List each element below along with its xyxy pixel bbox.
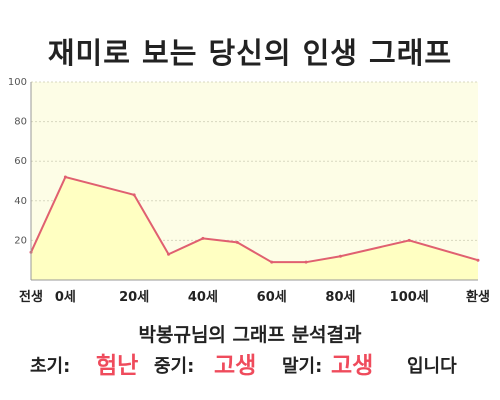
x-tick-labels: 전생 0세 20세 40세 60세 80세 100세 환생 bbox=[19, 289, 490, 305]
y-tick-label: 40 bbox=[14, 196, 27, 207]
summary-ending: 입니다 bbox=[407, 356, 457, 377]
early-label: 초기: bbox=[30, 356, 71, 377]
data-point bbox=[63, 175, 67, 179]
x-tick-label: 60세 bbox=[257, 290, 287, 305]
y-tick-label: 100 bbox=[8, 77, 27, 88]
data-point bbox=[476, 258, 480, 262]
analysis-summary: 초기: 험난 중기: 고생 말기: 고생 입니다 bbox=[0, 348, 500, 382]
data-point bbox=[270, 260, 274, 264]
page-title: 재미로 보는 당신의 인생 그래프 bbox=[47, 36, 453, 70]
data-point bbox=[201, 236, 205, 240]
x-tick-label: 환생 bbox=[466, 289, 490, 305]
x-tick-label: 0세 bbox=[55, 290, 76, 305]
middle-label: 중기: bbox=[154, 356, 195, 377]
data-point bbox=[338, 254, 342, 258]
y-tick-label: 20 bbox=[14, 235, 27, 246]
y-tick-labels: 20 40 60 80 100 bbox=[8, 77, 27, 246]
grid-lines bbox=[31, 81, 478, 241]
late-value: 고생 bbox=[331, 353, 374, 379]
x-tick-label: 80세 bbox=[325, 290, 355, 305]
series-area bbox=[31, 177, 478, 280]
y-tick-label: 80 bbox=[14, 117, 27, 128]
analysis-subtitle: 박봉규님의 그래프 분석결과 bbox=[138, 324, 362, 346]
x-tick-label: 20세 bbox=[119, 290, 149, 305]
late-label: 말기: bbox=[282, 356, 323, 377]
middle-value: 고생 bbox=[214, 353, 257, 379]
data-point bbox=[235, 240, 239, 244]
data-points bbox=[29, 175, 480, 264]
data-point bbox=[132, 193, 136, 197]
life-graph-chart: 20 40 60 80 100 전생 0세 20세 40세 60세 80세 100세 환생 bbox=[8, 77, 490, 305]
data-point bbox=[304, 260, 308, 264]
x-tick-label: 100세 bbox=[390, 290, 429, 305]
data-point bbox=[167, 252, 171, 256]
early-value: 험난 bbox=[96, 353, 139, 379]
data-point bbox=[407, 238, 411, 242]
y-tick-label: 60 bbox=[14, 156, 27, 167]
x-tick-label: 40세 bbox=[188, 290, 218, 305]
x-tick-label: 전생 bbox=[19, 289, 43, 305]
